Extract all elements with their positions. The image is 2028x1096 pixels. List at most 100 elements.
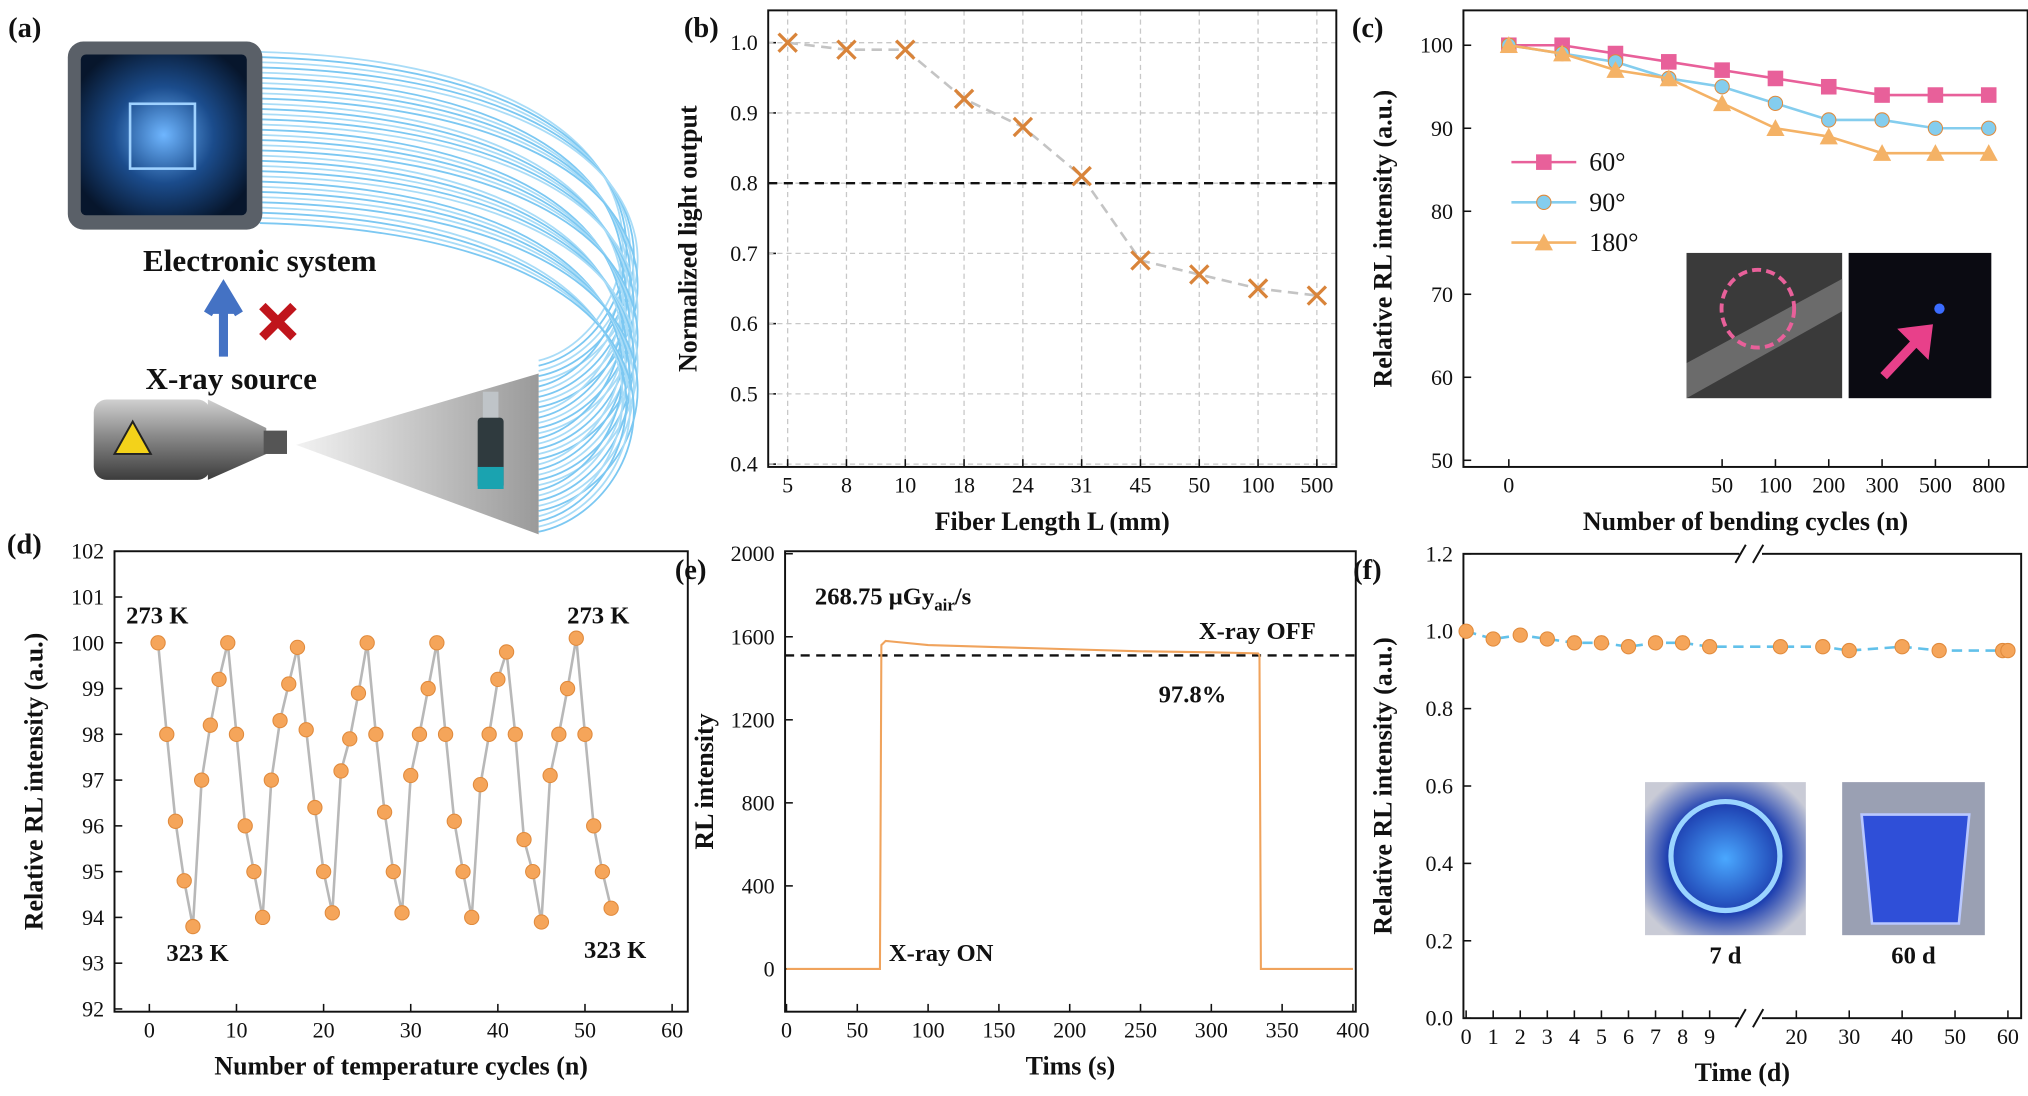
marker <box>1927 120 1944 136</box>
marker <box>1821 112 1837 128</box>
y-tick-label: 98 <box>82 722 104 747</box>
annotation: 323 K <box>584 937 646 964</box>
series-line <box>786 639 1353 970</box>
x-tick-label: 60 <box>1997 1024 2019 1049</box>
x-axis-label: Fiber Length L (mm) <box>935 507 1170 536</box>
marker <box>176 873 192 889</box>
x-tick-label: 0 <box>1461 1024 1472 1049</box>
fiber <box>259 102 624 414</box>
marker <box>333 763 349 779</box>
marker <box>1620 639 1637 655</box>
marker <box>586 818 602 834</box>
marker <box>272 712 288 729</box>
xray-cone <box>207 399 267 480</box>
marker <box>1012 116 1034 138</box>
marker <box>193 772 210 788</box>
panel-label: (c) <box>1352 13 1384 44</box>
fiber <box>259 159 628 471</box>
fiber <box>259 201 639 512</box>
annotation: 273 K <box>567 603 629 630</box>
marker <box>603 900 619 916</box>
marker <box>342 731 358 747</box>
annotation: 268.75 μGyair/s <box>815 583 971 614</box>
marker <box>1593 635 1610 651</box>
marker <box>324 905 340 921</box>
marker <box>385 863 401 880</box>
marker <box>228 726 245 742</box>
marker <box>568 630 584 646</box>
xray-nozzle <box>263 430 288 454</box>
y-tick-label: 100 <box>71 630 104 655</box>
fiber <box>259 118 635 429</box>
marker <box>437 726 454 742</box>
y-axis-label: RL intensity <box>690 713 719 849</box>
marker <box>542 767 558 784</box>
x-tick-label: 50 <box>846 1017 868 1042</box>
marker <box>307 799 323 816</box>
fiber <box>259 154 624 466</box>
axis-break <box>1739 548 1763 560</box>
fiber <box>259 180 624 492</box>
marker <box>1927 87 1944 103</box>
photo-detail <box>1686 278 1843 399</box>
annotation: 97.8% <box>1159 682 1227 709</box>
marker <box>1874 112 1890 128</box>
marker <box>237 818 253 834</box>
fiber <box>259 211 628 523</box>
x-tick-label: 24 <box>1012 473 1034 498</box>
inset-photos-c <box>1686 252 1992 399</box>
annotation-main: 268.75 μGy <box>815 583 935 610</box>
marker <box>211 671 227 688</box>
marker <box>289 639 306 656</box>
x-tick-label: 45 <box>1129 473 1151 498</box>
fiber <box>259 128 624 440</box>
marker <box>1772 639 1789 655</box>
marker <box>394 905 410 921</box>
x-tick-label: 200 <box>1812 473 1845 498</box>
marker <box>1841 642 1857 659</box>
photo <box>1848 252 1992 399</box>
x-tick-label: 40 <box>1891 1024 1913 1049</box>
y-tick-label: 70 <box>1431 282 1453 307</box>
glow-spot <box>1934 303 1945 314</box>
fiber <box>259 50 624 362</box>
marker <box>1661 54 1677 70</box>
marker <box>1815 639 1831 655</box>
xray-beam <box>296 373 539 535</box>
marker <box>577 726 593 742</box>
y-tick-label: 93 <box>82 951 104 976</box>
fiber-bundle <box>259 50 639 533</box>
system-label: Electronic system <box>143 243 377 278</box>
x-tick-label: 250 <box>1124 1017 1157 1042</box>
x-tick-label: 100 <box>912 1017 945 1042</box>
xray-tube <box>93 399 211 480</box>
fiber <box>259 175 639 486</box>
annotation: X-ray ON <box>889 940 994 967</box>
y-tick-label: 1600 <box>731 624 775 649</box>
fiber <box>259 149 639 461</box>
marker <box>1499 36 1518 54</box>
marker <box>1931 642 1947 659</box>
x-tick-label: 9 <box>1704 1024 1715 1049</box>
y-tick-label: 0.6 <box>730 311 758 336</box>
y-tick-label: 80 <box>1431 199 1453 224</box>
x-tick-label: 200 <box>1053 1017 1086 1042</box>
fiber <box>259 76 624 388</box>
marker <box>1659 69 1678 87</box>
marker <box>159 726 175 742</box>
marker <box>429 635 445 651</box>
series-line <box>1508 43 1989 130</box>
fiber <box>259 61 631 372</box>
fiber <box>259 165 631 476</box>
x-tick-label: 100 <box>1242 473 1275 498</box>
fiber <box>259 206 624 518</box>
marker <box>1767 70 1784 87</box>
cup <box>1860 813 1971 925</box>
marker <box>315 863 332 880</box>
marker <box>246 863 262 880</box>
x-tick-label: 20 <box>1785 1024 1807 1049</box>
up-arrow <box>203 279 243 357</box>
marker <box>1874 87 1890 103</box>
marker <box>1674 635 1691 651</box>
